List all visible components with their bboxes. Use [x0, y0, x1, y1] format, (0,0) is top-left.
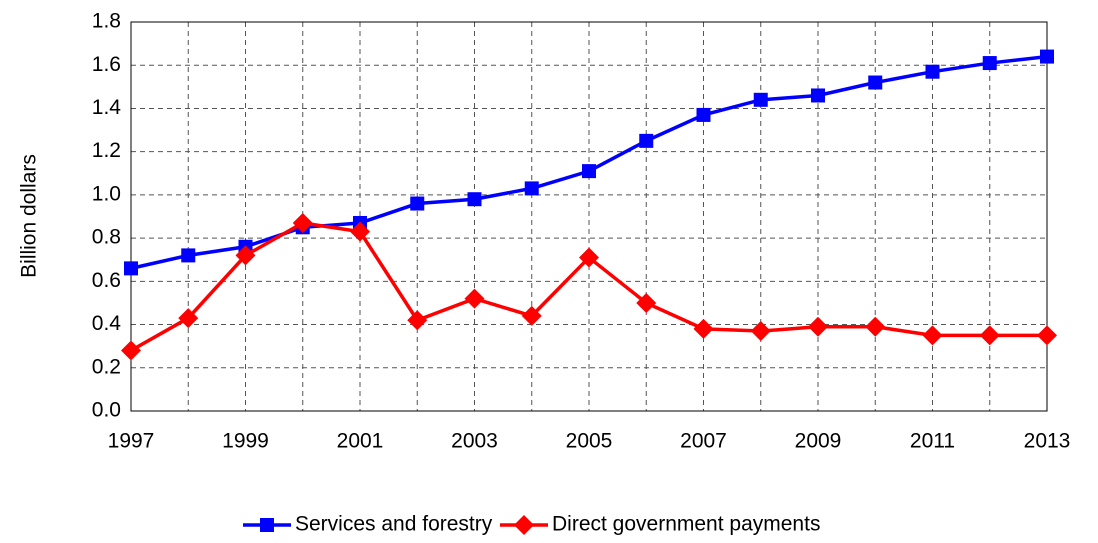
marker	[410, 196, 425, 211]
marker	[753, 92, 768, 107]
x-tick-label: 1999	[222, 430, 269, 453]
marker	[922, 325, 943, 346]
marker	[292, 212, 313, 233]
x-tick-label: 2005	[566, 430, 613, 453]
marker	[582, 164, 596, 179]
legend-label: Services and forestry	[295, 513, 493, 536]
marker	[121, 340, 141, 361]
y-tick-label: 1.2	[92, 139, 121, 162]
x-tick-label: 2001	[337, 430, 384, 453]
marker	[464, 288, 485, 309]
marker	[1040, 49, 1054, 64]
x-tick-label: 2003	[451, 430, 498, 453]
marker	[925, 64, 940, 79]
legend-marker	[260, 518, 274, 532]
marker	[524, 181, 539, 196]
x-tick-label: 2009	[795, 430, 842, 453]
marker	[407, 310, 428, 331]
marker	[124, 261, 138, 276]
marker	[579, 247, 599, 268]
marker	[235, 245, 256, 266]
marker	[808, 316, 828, 337]
plot-frame	[130, 21, 1048, 412]
y-tick-label: 0.6	[92, 269, 121, 292]
x-tick-label: 2011	[910, 430, 955, 453]
y-tick-label: 0.2	[92, 355, 121, 378]
x-tick-label: 2013	[1024, 430, 1071, 453]
marker	[178, 308, 199, 329]
x-tick-label: 2007	[680, 430, 727, 453]
legend-marker	[514, 515, 534, 535]
marker	[982, 56, 997, 71]
x-tick-label: 1997	[108, 430, 155, 453]
marker	[811, 88, 825, 103]
marker	[696, 107, 711, 122]
marker	[521, 305, 542, 326]
marker	[979, 325, 1000, 346]
y-tick-label: 0.8	[92, 226, 121, 249]
marker	[1037, 325, 1057, 346]
marker	[350, 221, 370, 242]
y-tick-label: 1.6	[92, 53, 121, 76]
y-tick-label: 0.4	[92, 312, 122, 335]
marker	[693, 318, 714, 339]
y-tick-label: 1.4	[92, 96, 122, 119]
y-tick-label: 0.0	[92, 399, 121, 422]
marker	[639, 133, 654, 148]
marker	[865, 316, 886, 337]
marker	[467, 192, 482, 207]
marker	[636, 292, 657, 313]
legend-label: Direct government payments	[552, 513, 820, 536]
marker	[750, 321, 771, 342]
marker	[868, 75, 883, 90]
y-axis-label: Billion dollars	[18, 154, 41, 278]
y-tick-label: 1.0	[92, 182, 121, 205]
marker	[181, 248, 196, 263]
y-tick-label: 1.8	[92, 10, 121, 33]
